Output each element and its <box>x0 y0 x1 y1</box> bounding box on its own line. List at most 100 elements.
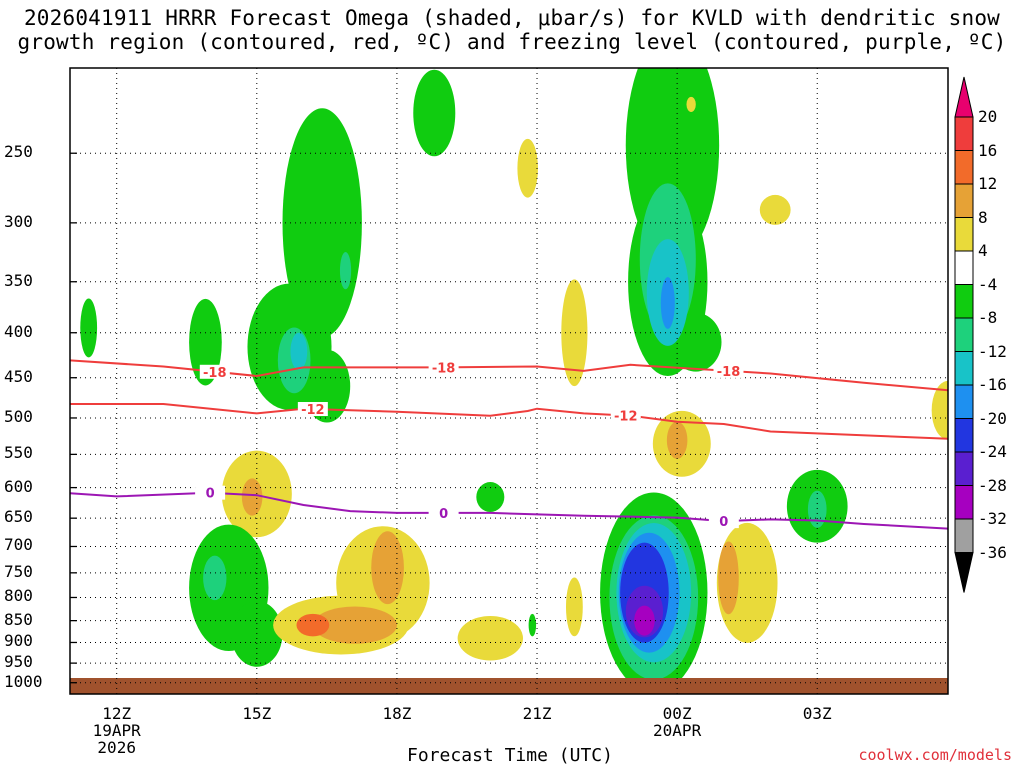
y-tick-label: 950 <box>4 652 33 672</box>
colorbar-label: 12 <box>978 174 998 193</box>
temperature-contours: -18 -18 -18 -12 -12 0 0 0 <box>70 359 948 530</box>
descent-area <box>686 96 696 112</box>
descent-area <box>718 541 739 615</box>
x-tick-label: 18Z <box>382 704 412 723</box>
x-tick-label: 03Z <box>802 704 832 723</box>
colorbar-segment <box>954 183 974 218</box>
omega-shading <box>80 68 948 693</box>
y-tick-label: 550 <box>4 443 33 463</box>
colorbar-segment <box>954 317 974 352</box>
colorbar-cap-bottom <box>954 552 974 593</box>
descent-area <box>561 279 588 387</box>
colorbar-label: 4 <box>978 241 988 260</box>
title-line-1: 2026041911 HRRR Forecast Omega (shaded, … <box>23 6 1001 30</box>
contour-line <box>70 491 948 530</box>
contour-label: -18 <box>203 366 227 381</box>
y-tick-label: 450 <box>4 366 33 386</box>
x-tick-label: 2026 <box>97 738 136 757</box>
y-tick-label: 800 <box>4 586 33 606</box>
colorbar-segment <box>954 116 974 151</box>
y-tick-label: 1000 <box>4 671 43 691</box>
contour-line <box>70 403 948 440</box>
colorbar-segment <box>954 518 974 553</box>
ascent-area <box>413 69 456 157</box>
y-tick-label: 300 <box>4 211 33 231</box>
contour-label: 0 <box>439 507 448 522</box>
contour-label: -12 <box>301 403 325 418</box>
contour-label-bg <box>610 408 641 423</box>
credit-text[interactable]: coolwx.com/models <box>858 746 1012 764</box>
chart-title: 2026041911 HRRR Forecast Omega (shaded, … <box>0 6 1024 54</box>
contour-label-bg <box>713 363 744 378</box>
ascent-area <box>634 605 655 636</box>
colorbar-label: -4 <box>978 274 998 294</box>
colorbar-label: -16 <box>978 375 1007 394</box>
y-tick-label: 400 <box>4 321 33 341</box>
y-tick-label: 500 <box>4 406 33 426</box>
descent-area <box>666 421 688 459</box>
contour-label-bg <box>428 505 459 520</box>
colorbar-segment <box>954 284 974 319</box>
x-tick-label: 19APR <box>92 721 141 740</box>
contour-label: -12 <box>614 409 638 424</box>
descent-area <box>371 531 404 605</box>
descent-area <box>241 478 263 516</box>
colorbar-label: -20 <box>978 408 1007 428</box>
contour-label-bg <box>199 364 230 379</box>
y-tick-label: 700 <box>4 535 33 555</box>
x-tick-label: 00Z <box>662 704 692 723</box>
ascent-area <box>660 277 675 329</box>
colorbar-label: 20 <box>978 107 998 126</box>
x-tick-label: 20APR <box>653 721 702 740</box>
terrain-band <box>70 678 948 694</box>
y-tick-label: 600 <box>4 476 33 496</box>
contour-label-bg <box>428 360 459 375</box>
colorbar-segment <box>954 418 974 453</box>
colorbar-segment <box>954 351 974 386</box>
ascent-area <box>189 298 222 386</box>
y-tick-label: 350 <box>4 270 33 290</box>
x-tick-label: 15Z <box>242 704 272 723</box>
ascent-area <box>282 108 362 338</box>
colorbar-label: -12 <box>978 341 1007 361</box>
title-line-2: growth region (contoured, red, ºC) and f… <box>17 30 1007 54</box>
colorbar-label: -8 <box>978 308 998 327</box>
ascent-area <box>528 613 537 637</box>
descent-area <box>565 577 583 637</box>
plot-frame <box>69 67 949 695</box>
contour-label: 0 <box>206 487 215 502</box>
descent-area <box>931 380 948 440</box>
contour-label-bg <box>708 514 739 529</box>
y-tick-label: 750 <box>4 561 33 581</box>
colorbar-label: -28 <box>978 475 1007 495</box>
colorbar-label: 8 <box>978 207 988 227</box>
colorbar <box>954 76 974 593</box>
y-tick-label: 850 <box>4 609 33 629</box>
colorbar-cap-top <box>954 76 974 118</box>
y-tick-label: 650 <box>4 507 33 527</box>
contour-label-bg <box>195 485 226 500</box>
descent-area <box>457 615 524 661</box>
x-axis-label: Forecast Time (UTC) <box>407 745 613 766</box>
grid-lines <box>70 68 948 694</box>
contour-label: -18 <box>432 361 456 376</box>
descent-area <box>759 194 791 225</box>
colorbar-segment <box>954 485 974 520</box>
colorbar-label: 16 <box>978 140 998 160</box>
colorbar-segment <box>954 451 974 486</box>
ascent-area <box>807 490 827 528</box>
x-tick-label: 21Z <box>522 704 552 723</box>
ascent-area <box>203 555 227 601</box>
y-tick-label: 900 <box>4 631 33 651</box>
descent-area <box>296 613 330 637</box>
ascent-area <box>290 332 308 371</box>
colorbar-segment <box>954 250 974 285</box>
colorbar-label: -36 <box>978 542 1007 562</box>
x-tick-label: 12Z <box>102 704 132 723</box>
colorbar-segment <box>954 384 974 419</box>
colorbar-label: -24 <box>978 442 1007 461</box>
y-tick-label: 250 <box>4 142 33 162</box>
colorbar-segment <box>954 217 974 252</box>
contour-label: 0 <box>719 515 728 530</box>
